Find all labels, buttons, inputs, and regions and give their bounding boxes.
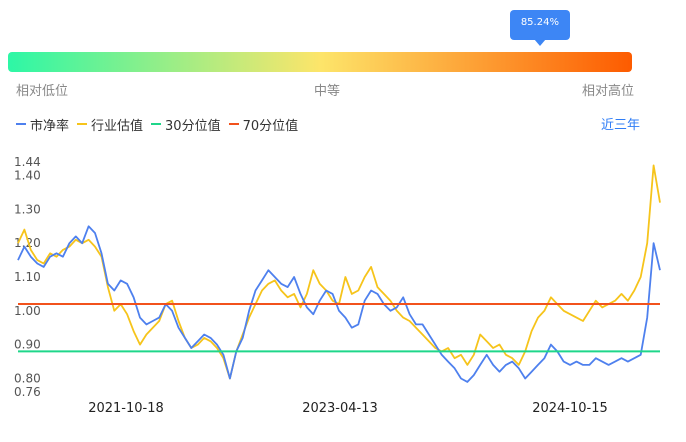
x-tick-label-0: 2021-10-18 xyxy=(88,401,164,416)
legend-swatch-industry xyxy=(77,123,88,125)
legend-item-p30[interactable]: 30分位值 xyxy=(151,115,221,134)
legend-swatch-pb xyxy=(16,123,26,125)
legend-item-pb[interactable]: 市净率 xyxy=(16,115,69,134)
legend-label-p70: 70分位值 xyxy=(242,118,299,134)
y-tick-label-8: 1.44 xyxy=(14,155,41,169)
pb-line-chart: 0.760.80 0.90 1.00 1.10 1.20 1.30 1.401.44 2021… xyxy=(14,155,661,416)
range-selector-3y[interactable]: 近三年 xyxy=(600,118,640,133)
percentile-gradient-bar xyxy=(8,52,632,72)
y-tick-label-5: 1.20 xyxy=(14,236,41,250)
chart-legend: 市净率 行业估值 30分位值 70分位值 xyxy=(16,114,298,134)
valuation-gauge: 85.24% 相对低位 中等 相对高位 xyxy=(8,8,638,103)
legend-swatch-p30 xyxy=(151,123,162,125)
legend-item-industry[interactable]: 行业估值 xyxy=(77,115,143,134)
x-tick-label-1: 2023-04-13 xyxy=(302,401,378,416)
gauge-mid-label: 中等 xyxy=(314,84,341,99)
y-tick-label-2: 0.90 xyxy=(14,338,41,352)
legend-swatch-p70 xyxy=(228,123,239,125)
percentile-tooltip: 85.24% xyxy=(509,10,570,46)
series-line-1 xyxy=(17,164,661,380)
y-tick-label-7: 1.40 xyxy=(14,169,41,183)
y-tick-label-6: 1.30 xyxy=(14,202,41,216)
y-tick-label-4: 1.10 xyxy=(14,270,41,284)
y-tick-label-0: 0.76 xyxy=(14,385,41,399)
gauge-high-label: 相对高位 xyxy=(582,84,635,99)
y-tick-label-3: 1.00 xyxy=(14,304,41,318)
series-line-0 xyxy=(17,225,661,383)
gauge-low-label: 相对低位 xyxy=(16,84,69,99)
legend-label-industry: 行业估值 xyxy=(91,118,144,134)
legend-item-p70[interactable]: 70分位值 xyxy=(228,115,299,134)
legend-label-p30: 30分位值 xyxy=(165,118,221,134)
legend-label-pb: 市净率 xyxy=(30,118,70,134)
y-tick-label-1: 0.80 xyxy=(14,371,41,385)
x-tick-label-2: 2024-10-15 xyxy=(532,401,608,416)
